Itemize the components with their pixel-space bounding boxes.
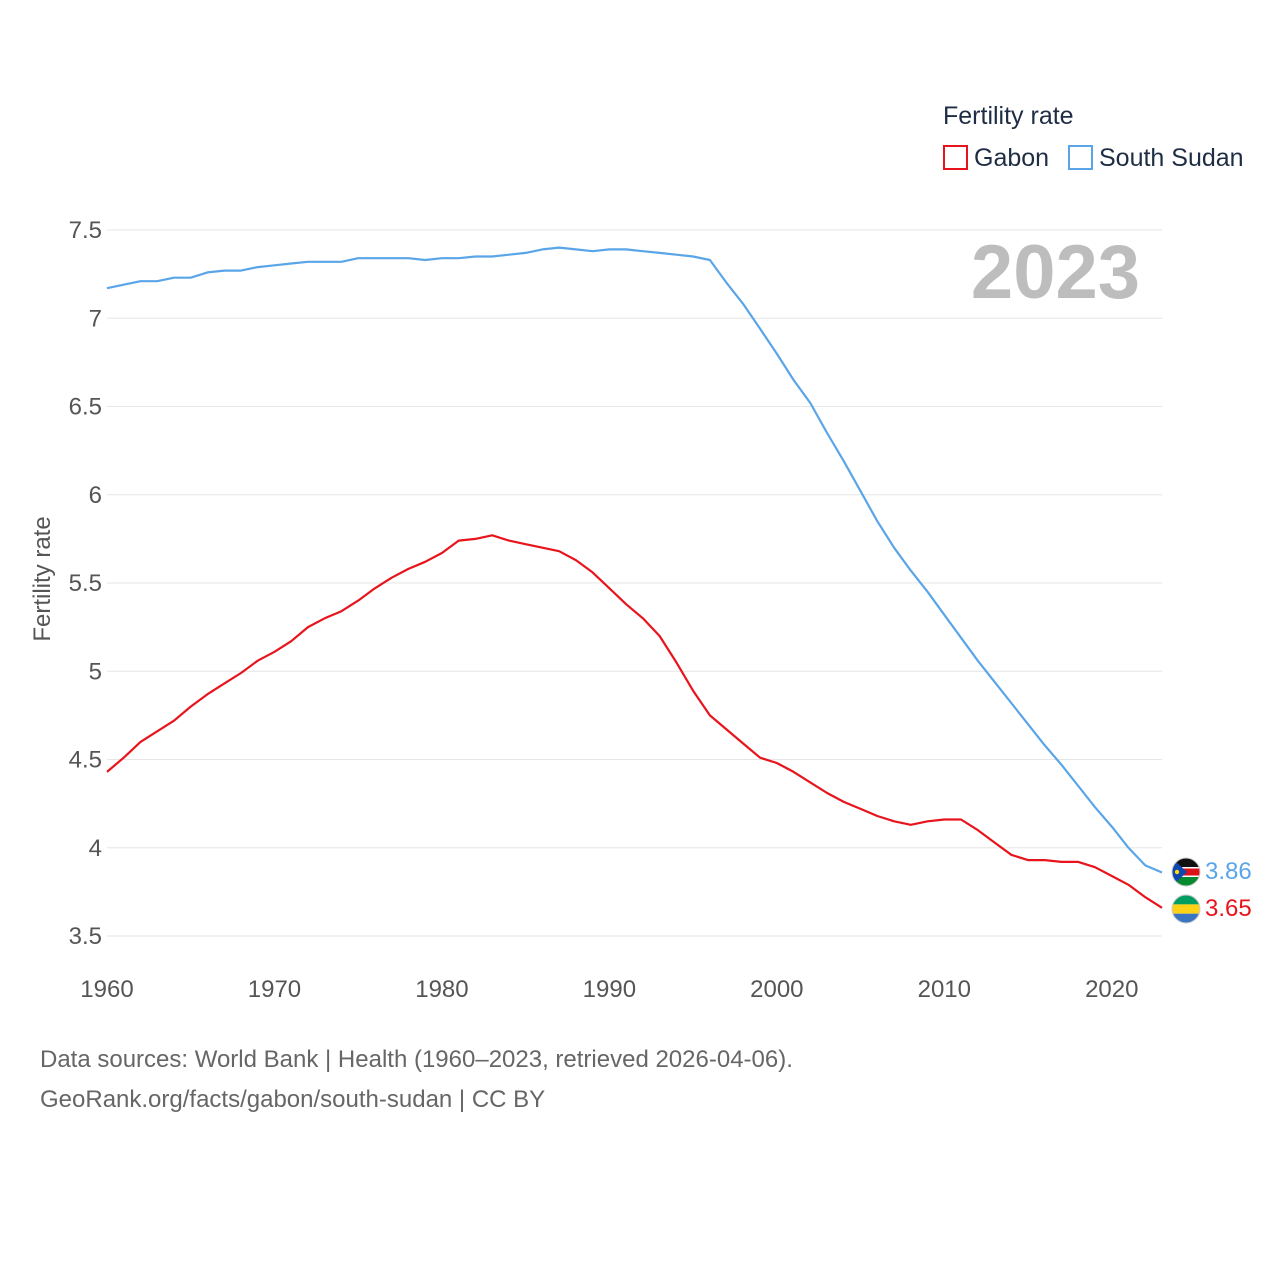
source-line: Data sources: World Bank | Health (1960–… [40,1046,793,1073]
x-axis-ticks: 1960 1970 1980 1990 2000 2010 2020 [80,976,1138,1003]
y-tick-label: 7.5 [69,217,102,244]
y-tick-label: 5 [89,658,102,685]
legend-swatch-south-sudan[interactable] [1068,145,1093,170]
series-line-south-sudan[interactable] [106,246,1163,874]
legend-label-south-sudan[interactable]: South Sudan [1099,144,1244,172]
legend: Fertility rate Gabon South Sudan [943,102,1244,172]
gabon-flag-icon [1172,895,1200,923]
x-tick-label: 1990 [583,976,636,1003]
end-value-south-sudan: 3.86 [1205,858,1252,885]
y-tick-label: 4 [89,835,102,862]
y-tick-label: 6 [89,482,102,509]
x-tick-label: 1980 [415,976,468,1003]
x-tick-label: 1960 [80,976,133,1003]
y-axis-ticks: 3.5 4 4.5 5 5.5 6 6.5 7 7.5 [69,217,102,950]
fertility-rate-chart: 3.5 4 4.5 5 5.5 6 6.5 7 7.5 1960 1970 1980 1990 2000… [29,102,1252,1003]
end-value-gabon: 3.65 [1205,895,1252,922]
y-tick-label: 5.5 [69,570,102,597]
series-lines [106,246,1163,909]
end-flags [1171,857,1201,924]
x-tick-label: 2000 [750,976,803,1003]
series-line-gabon[interactable] [106,534,1163,909]
y-tick-label: 7 [89,305,102,332]
legend-title: Fertility rate [943,102,1074,130]
y-axis-title: Fertility rate [29,516,56,641]
y-tick-label: 4.5 [69,747,102,774]
y-tick-label: 6.5 [69,394,102,421]
x-tick-label: 1970 [248,976,301,1003]
x-tick-label: 2010 [918,976,971,1003]
x-tick-label: 2020 [1085,976,1138,1003]
year-label: 2023 [971,230,1140,315]
source-url-line[interactable]: GeoRank.org/facts/gabon/south-sudan | CC… [40,1086,546,1113]
legend-label-gabon[interactable]: Gabon [974,144,1049,172]
gridlines [107,229,1162,937]
south-sudan-flag-icon [1172,858,1200,886]
legend-swatch-gabon[interactable] [943,145,968,170]
y-tick-label: 3.5 [69,923,102,950]
